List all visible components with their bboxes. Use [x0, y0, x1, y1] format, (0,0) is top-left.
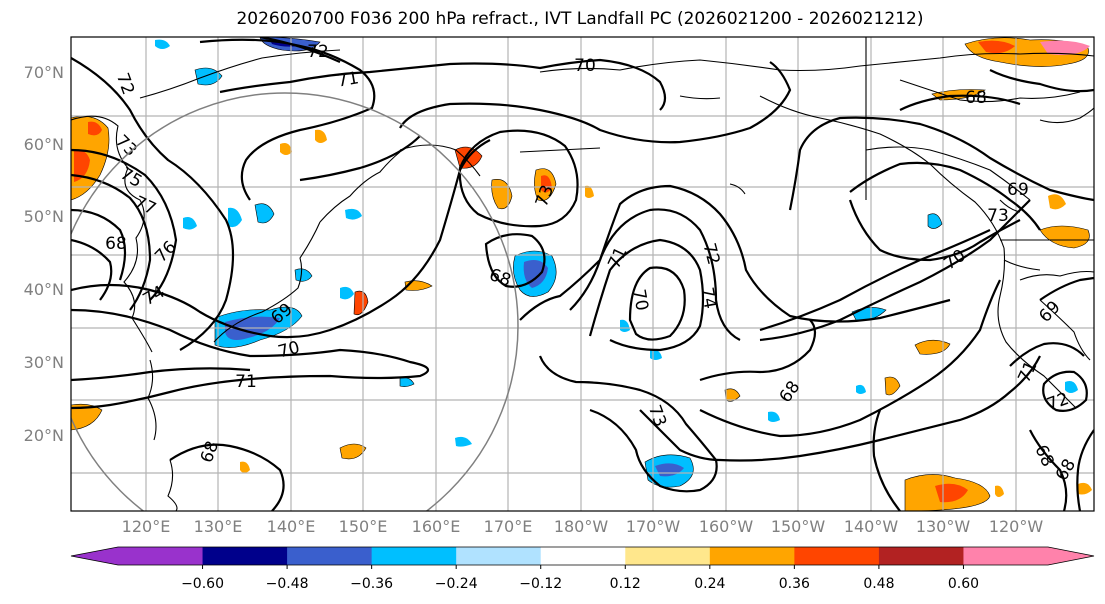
- longitude-label: 150°W: [770, 517, 826, 536]
- colorbar-segment: [709, 547, 795, 565]
- contour-label: 69: [1035, 297, 1064, 326]
- colorbar-tick-label: 0.48: [863, 576, 895, 592]
- longitude-label: 130°W: [915, 517, 971, 536]
- contour-label: 73: [644, 402, 670, 429]
- colorbar-segment: [287, 547, 373, 565]
- range-circle: [71, 92, 519, 511]
- longitude-label: 170°W: [625, 517, 681, 536]
- contour-label: 70: [276, 338, 302, 363]
- contour-label: 69: [1007, 180, 1029, 200]
- colorbar-tick-label: −0.24: [434, 576, 478, 592]
- plot-title: 2026020700 F036 200 hPa refract., IVT La…: [236, 9, 924, 29]
- longitude-label: 140°E: [266, 517, 316, 536]
- colorbar-segment: [794, 547, 880, 565]
- contour-label: 71: [336, 68, 361, 91]
- colorbar-segment: [878, 547, 964, 565]
- colorbar-segment: [456, 547, 542, 565]
- colorbar-extend-high: [1048, 547, 1094, 565]
- colorbar-tick-label: −0.48: [265, 576, 309, 592]
- contour-label: 68: [965, 88, 987, 108]
- contour-label: 68: [776, 377, 805, 406]
- colorbar-extend-low: [71, 547, 118, 565]
- colorbar-tick-label: 0.12: [609, 576, 641, 592]
- map-frame: [70, 36, 1095, 512]
- colorbar-tick-label: −0.36: [350, 576, 394, 592]
- contour-label: 71: [604, 244, 631, 272]
- contour-label: 72: [699, 241, 724, 267]
- colorbar: [70, 546, 1095, 569]
- colorbar-tick-label: −0.12: [519, 576, 563, 592]
- contour-label: 77: [131, 192, 159, 219]
- colorbar-segment: [540, 547, 626, 565]
- colorbar-segment: [371, 547, 457, 565]
- latitude-label: 50°N: [23, 207, 64, 226]
- coastlines: [71, 37, 1094, 511]
- contour-label: 73: [987, 206, 1009, 226]
- longitude-label: 120°W: [988, 517, 1044, 536]
- longitude-label: 170°E: [483, 517, 533, 536]
- refractivity-contours: [71, 37, 1094, 511]
- contour-label: 68: [1030, 442, 1057, 470]
- contour-label: 71: [235, 372, 257, 392]
- colorbar-tick-label: 0.60: [947, 576, 980, 592]
- longitude-label: 120°E: [121, 517, 171, 536]
- contour-label: 68: [105, 234, 127, 254]
- contour-label: 74: [696, 286, 719, 311]
- contour-label: 68: [197, 438, 223, 465]
- colorbar-tick-label: 0.24: [694, 576, 726, 592]
- longitude-label: 160°W: [698, 517, 754, 536]
- latitude-label: 70°N: [23, 63, 64, 82]
- contour-label: 72: [307, 42, 329, 62]
- latitude-label: 30°N: [23, 353, 64, 372]
- colorbar-segment: [963, 547, 1049, 565]
- contour-label: 70: [574, 56, 596, 76]
- colorbar-segment: [202, 547, 288, 565]
- graticule-grid: [71, 37, 1094, 511]
- colorbar-outline: [70, 546, 1095, 566]
- longitude-label: 130°E: [193, 517, 243, 536]
- latitude-label: 40°N: [23, 280, 64, 299]
- latitude-label: 60°N: [23, 135, 64, 154]
- colorbar-tick-label: 0.36: [778, 576, 810, 592]
- longitude-label: 180°W: [553, 517, 609, 536]
- colorbar-segment: [625, 547, 711, 565]
- contour-label: 70: [628, 288, 651, 313]
- colorbar-tick-label: −0.60: [181, 576, 224, 592]
- longitude-label: 150°E: [338, 517, 388, 536]
- longitude-label: 160°E: [411, 517, 461, 536]
- latitude-label: 20°N: [23, 426, 64, 445]
- contour-label: 75: [117, 164, 146, 192]
- longitude-label: 140°W: [843, 517, 899, 536]
- colorbar-segment: [118, 547, 204, 565]
